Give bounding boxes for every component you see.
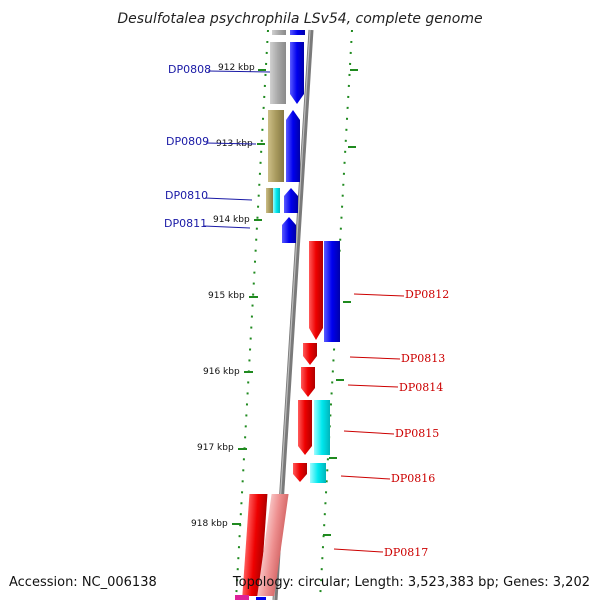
map-title: Desulfotalea psychrophila LSv54, complet… (117, 11, 482, 27)
leader-line-dp0812 (353, 293, 405, 297)
topology-text: Topology: circular; Length: 3,523,383 bp… (232, 575, 590, 590)
leader-line-dp0811 (203, 225, 251, 229)
kbp-label-917: 917 kbp (197, 443, 234, 453)
gene-feature-partial-blue[interactable] (256, 597, 266, 600)
leader-line-dp0815 (343, 430, 395, 435)
gene-feature-dp0810-olive[interactable] (266, 188, 273, 213)
leader-line-dp0813 (349, 356, 401, 360)
leader-line-dp0814 (347, 384, 399, 388)
leader-line-dp0809 (205, 142, 257, 145)
kbp-label-915: 915 kbp (208, 291, 245, 301)
gene-feature-partial-magenta[interactable] (235, 595, 249, 600)
gene-arrow-dp0813[interactable] (303, 343, 317, 365)
kbp-label-914: 914 kbp (213, 215, 250, 225)
gene-feature-dp0808-gray[interactable] (270, 42, 286, 104)
gene-label-dp0810[interactable]: DP0810 (165, 189, 208, 202)
gene-arrow-dp0808[interactable] (290, 42, 304, 104)
kbp-label-916: 916 kbp (203, 367, 240, 377)
gene-label-dp0817[interactable]: DP0817 (384, 546, 428, 559)
leader-line-dp0817 (333, 548, 384, 553)
leader-line-dp0808 (207, 70, 271, 73)
gene-label-dp0811[interactable]: DP0811 (164, 217, 207, 230)
gene-feature-dp0812-blue[interactable] (324, 241, 340, 342)
leader-line-dp0810 (204, 197, 253, 201)
gene-label-dp0813[interactable]: DP0813 (401, 352, 445, 365)
gene-label-dp0812[interactable]: DP0812 (405, 288, 449, 301)
gene-arrow-dp0810[interactable] (284, 188, 298, 213)
gene-arrow-dp0812-red[interactable] (309, 241, 323, 340)
gene-label-dp0809[interactable]: DP0809 (166, 135, 209, 148)
kbp-label-912: 912 kbp (218, 63, 255, 73)
gene-arrow-dp0809[interactable] (286, 110, 300, 182)
gene-label-dp0814[interactable]: DP0814 (399, 381, 443, 394)
gene-feature-dp0810-cyan[interactable] (273, 188, 280, 213)
leader-line-dp0816 (340, 475, 391, 480)
gene-feature-dp0807-gray[interactable] (272, 30, 286, 35)
gene-arrow-dp0815-red[interactable] (298, 400, 312, 455)
gene-feature-dp0816-cyan[interactable] (310, 463, 326, 483)
gene-feature-dp0817-pink[interactable] (257, 494, 289, 596)
gene-arrow-dp0816-red[interactable] (293, 463, 307, 482)
kbp-label-918: 918 kbp (191, 519, 228, 529)
gene-label-dp0808[interactable]: DP0808 (168, 63, 211, 76)
gene-label-dp0815[interactable]: DP0815 (395, 427, 439, 440)
gene-arrow-dp0814[interactable] (301, 367, 315, 397)
gene-feature-dp0809-olive[interactable] (268, 110, 284, 182)
accession-text: Accession: NC_006138 (9, 575, 157, 590)
gene-feature-dp0815-cyan[interactable] (314, 400, 330, 455)
gene-label-dp0816[interactable]: DP0816 (391, 472, 435, 485)
gene-feature-dp0807-blue[interactable] (290, 30, 305, 35)
gene-arrow-dp0811[interactable] (282, 217, 296, 243)
